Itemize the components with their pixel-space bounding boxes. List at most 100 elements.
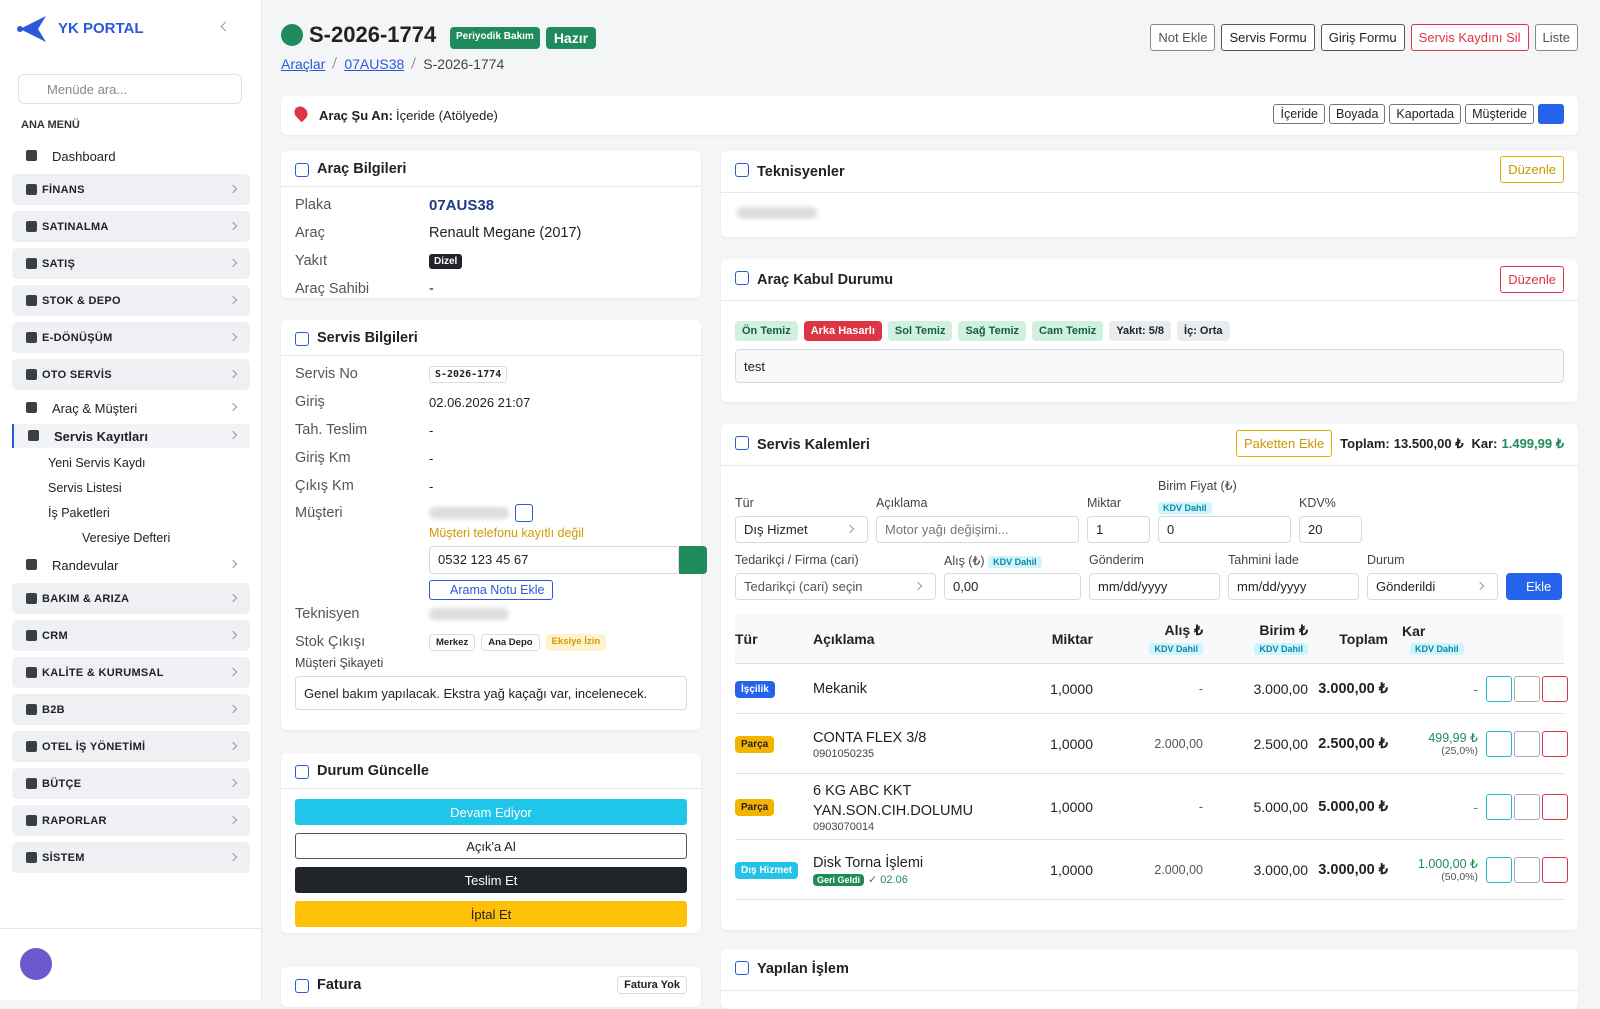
element: Durum Gönderildi — [1367, 553, 1498, 600]
location-option[interactable]: Boyada — [1329, 104, 1386, 124]
phone-input[interactable]: 0532 123 45 67 — [429, 546, 679, 574]
menu-group[interactable]: SATINALMA — [12, 211, 250, 242]
purchase-input[interactable]: 0,00 — [944, 573, 1081, 600]
cell-type: Dış Hizmet — [735, 860, 813, 879]
state-select[interactable]: Gönderildi — [1367, 573, 1498, 600]
menu-group[interactable]: E-DÖNÜŞÜM — [12, 322, 250, 353]
submenu-item[interactable]: İş Paketleri — [48, 506, 110, 520]
edit-button[interactable] — [1514, 793, 1540, 820]
table-header: Tür Açıklama Miktar Alış ₺ KDV Dahil Birim ₺ K… — [735, 614, 1564, 664]
acceptance-chip: Sağ Temiz — [958, 321, 1027, 341]
call-note-button[interactable]: Arama Notu Ekle — [429, 580, 554, 600]
collapse[interactable] — [220, 21, 231, 32]
header-button[interactable]: Not Ekle — [1150, 24, 1216, 51]
menu-item[interactable]: Servis Kayıtları — [12, 424, 250, 448]
menu-group[interactable]: KALİTE & KURUMSAL — [12, 657, 250, 688]
acceptance-chip: İç: Orta — [1177, 321, 1230, 341]
table-row: Parça 6 KG ABC KKT YAN.SON.CIH.DOLUMU 0903… — [735, 774, 1568, 840]
edit-icon[interactable] — [515, 504, 533, 522]
return-date[interactable]: mm/dd/yyyy — [1228, 573, 1359, 600]
move-button[interactable] — [1486, 675, 1512, 702]
kdv-badge: KDV Dahil — [988, 556, 1042, 568]
status-button[interactable]: Teslim Et — [295, 867, 687, 893]
info-row: Yakıt Dizel — [281, 247, 701, 275]
menu-group[interactable]: RAPORLAR — [12, 805, 250, 836]
submenu-item[interactable]: Yeni Servis Kaydı — [48, 456, 146, 470]
cell-profit: - — [1388, 681, 1484, 697]
phone-save[interactable] — [679, 546, 707, 574]
location-edit[interactable] — [1538, 104, 1564, 124]
delete-button[interactable] — [1542, 675, 1568, 702]
add-button[interactable]: Ekle — [1506, 573, 1562, 600]
move-button[interactable] — [1486, 793, 1512, 820]
edit-button[interactable]: Düzenle — [1500, 266, 1564, 293]
cell-type: Parça — [735, 797, 813, 816]
menu-group[interactable]: FİNANS — [12, 174, 250, 205]
type-select[interactable]: Dış Hizmet — [735, 516, 868, 543]
menu-group[interactable]: BAKIM & ARIZA — [12, 583, 250, 614]
menu-group[interactable]: SATIŞ — [12, 248, 250, 279]
qty-input[interactable]: 1 — [1087, 516, 1150, 543]
label: Durum — [1367, 553, 1405, 567]
location-option[interactable]: Kaportada — [1389, 104, 1462, 124]
menu-search[interactable]: Menüde ara... — [18, 74, 242, 104]
menu-group[interactable]: OTEL İŞ YÖNETİMİ — [12, 731, 250, 762]
price-input[interactable]: 0 — [1158, 516, 1291, 543]
stock-tag: Merkez — [429, 633, 476, 651]
location-option[interactable]: Müşteride — [1465, 104, 1534, 124]
submenu-item[interactable]: Servis Listesi — [48, 481, 122, 495]
delete-button[interactable] — [1542, 856, 1568, 883]
submenu-item[interactable]: Veresiye Defteri — [82, 531, 171, 545]
edit-button[interactable] — [1514, 730, 1540, 757]
acceptance-chip: Cam Temiz — [1032, 321, 1104, 341]
supplier-select[interactable]: Tedarikçi (cari) seçin — [735, 573, 936, 600]
delete-button[interactable] — [1542, 793, 1568, 820]
vat-input[interactable]: 20 — [1299, 516, 1362, 543]
location-bar: Araç Şu An: İçeride (Atölyede) İçeride Bo… — [281, 96, 1578, 135]
menu-item[interactable]: Dashboard — [12, 144, 250, 168]
status-button[interactable]: İptal Et — [295, 901, 687, 927]
type-badge: Parça — [735, 736, 775, 753]
status-button[interactable]: Devam Ediyor — [295, 799, 687, 825]
avatar[interactable] — [20, 948, 52, 980]
desc-input[interactable]: Motor yağı değişimi... — [876, 516, 1079, 543]
page-title: S-2026-1774 — [309, 22, 437, 47]
column-header: Miktar — [1013, 631, 1093, 647]
menu-group[interactable]: B2B — [12, 694, 250, 725]
breadcrumb-item[interactable]: Araçlar — [281, 56, 326, 72]
breadcrumb-item[interactable]: 07AUS38 — [344, 56, 405, 72]
edit-button[interactable] — [1514, 856, 1540, 883]
header-actions: Not Ekle Servis Formu Giriş Formu Servis Ka… — [1144, 24, 1578, 51]
table-body: İşçilik Mekanik 1,0000 - 3.000,00 3.000,00 ₺ -… — [735, 664, 1568, 900]
menu-group[interactable]: OTO SERVİS — [12, 359, 250, 390]
menu-item[interactable]: Randevular — [12, 553, 250, 577]
package-button[interactable]: Paketten Ekle — [1235, 430, 1333, 457]
menu-group[interactable]: SİSTEM — [12, 842, 250, 873]
delete-button[interactable] — [1542, 730, 1568, 757]
row-value: 02.06.2026 21:07 — [429, 394, 531, 410]
edit-button[interactable] — [1514, 675, 1540, 702]
location-label: Araç Şu An: — [319, 108, 393, 123]
cell-desc: Mekanik — [813, 673, 1013, 705]
element: KDV% 20 — [1299, 496, 1362, 543]
header-button[interactable]: Servis Formu — [1221, 24, 1315, 51]
header-button[interactable]: Liste — [1534, 24, 1578, 51]
return-date: ✓ 02.06 — [868, 874, 908, 886]
move-button[interactable] — [1486, 730, 1512, 757]
location-option[interactable]: İçeride — [1273, 104, 1326, 124]
menu-group[interactable]: BÜTÇE — [12, 768, 250, 799]
technician-row: Teknisyen — [281, 600, 701, 628]
header-button[interactable]: Servis Kaydını Sil — [1410, 24, 1529, 51]
status-button[interactable]: Açık'a Al — [295, 833, 687, 859]
header-button[interactable]: Giriş Formu — [1320, 24, 1405, 51]
column-title: Birim ₺ — [1259, 622, 1308, 638]
menu-group[interactable]: CRM — [12, 620, 250, 651]
menu-item[interactable]: Araç & Müşteri — [12, 396, 250, 420]
menu-group[interactable]: STOK & DEPO — [12, 285, 250, 316]
edit-button[interactable]: Düzenle — [1500, 156, 1564, 183]
sent-date[interactable]: mm/dd/yyyy — [1089, 573, 1220, 600]
move-button[interactable] — [1486, 856, 1512, 883]
column-header: Alış ₺ KDV Dahil — [1093, 622, 1203, 655]
stock-tags: Merkez Ana Depo Eksiye İzin — [429, 633, 607, 651]
